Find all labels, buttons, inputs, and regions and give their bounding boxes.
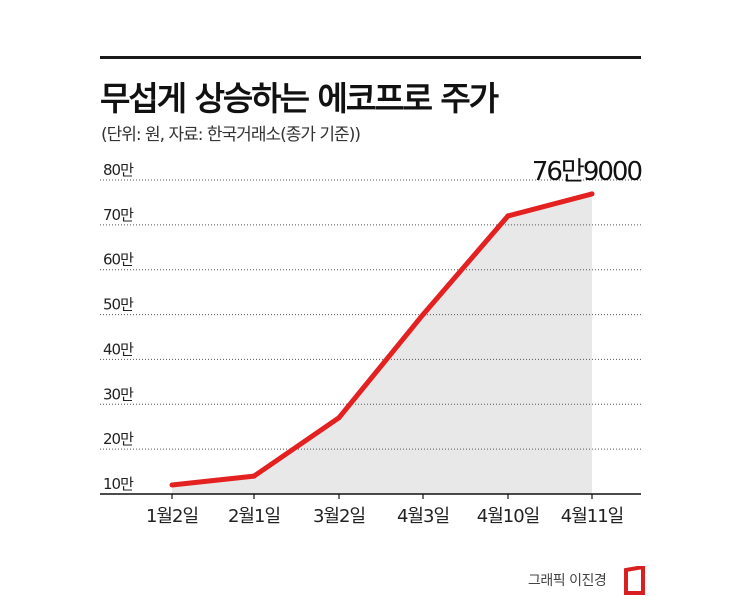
y-tick-label: 60만 [103,251,134,269]
y-tick-label: 10만 [103,475,134,493]
chart-subtitle: (단위: 원, 자료: 한국거래소(종가 기준)) [101,125,361,145]
y-tick-label: 70만 [103,206,134,224]
top-rule [100,56,641,59]
x-tick-label: 2월1일 [228,506,280,527]
y-tick-label: 50만 [103,296,134,314]
y-tick-label: 80만 [103,161,134,179]
x-tick-label: 4월3일 [397,506,449,527]
series-line [171,191,593,488]
y-tick-label: 40만 [103,340,134,358]
publisher-logo-icon [624,566,645,595]
data-label-last: 76만9000 [532,157,642,187]
data-point [169,482,175,488]
x-tick-label: 3월2일 [313,506,365,527]
graphic-credit: 그래픽 이진경 [528,573,607,589]
data-point [505,213,511,219]
x-tick-label: 4월11일 [561,506,623,527]
data-point [336,415,342,421]
y-tick-label: 30만 [103,385,134,403]
y-tick-label: 20만 [103,430,134,448]
data-point [589,191,595,197]
data-point [251,473,257,479]
x-tick-label: 1월2일 [146,506,198,527]
data-point [420,312,426,318]
chart-title: 무섭게 상승하는 에코프로 주가 [100,79,499,118]
area-fill [172,193,592,494]
x-tick-label: 4월10일 [477,506,539,527]
